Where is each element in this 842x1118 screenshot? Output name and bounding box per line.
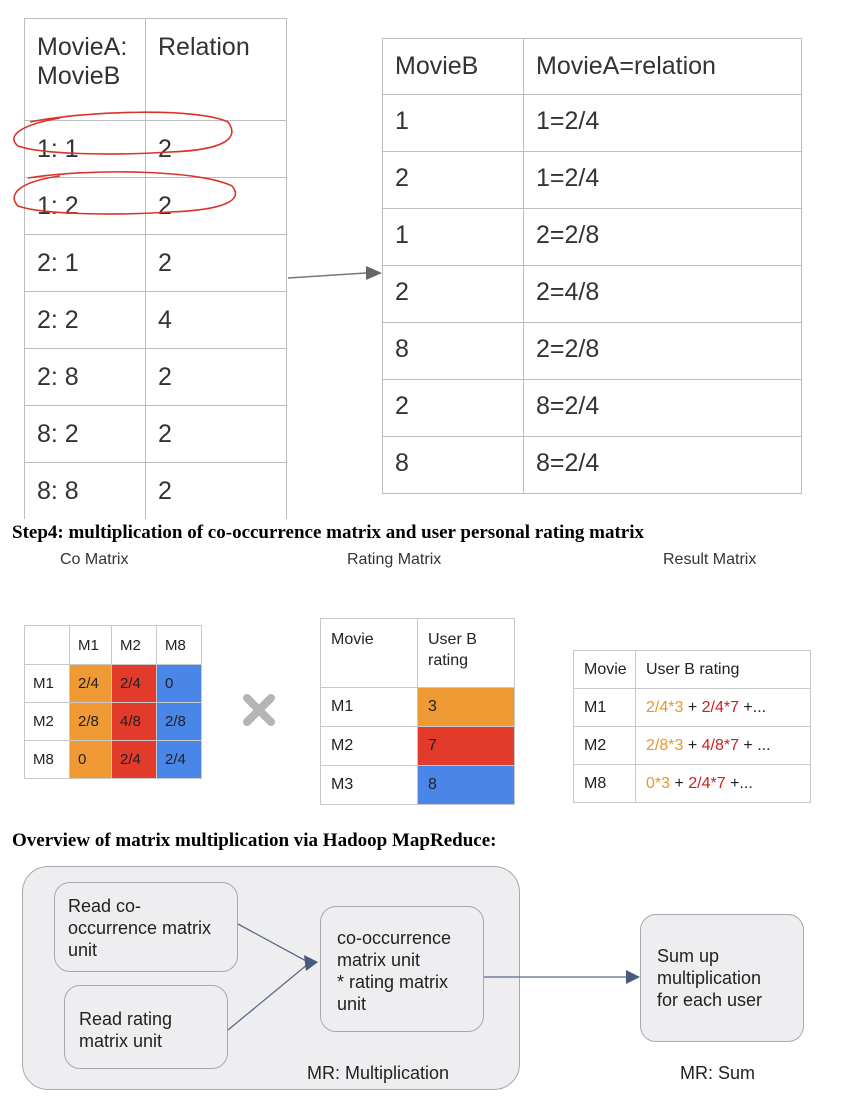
normalized-header-movieb: MovieB — [382, 38, 524, 95]
read-co-occurrence-node: Read co- occurrence matrix unit — [54, 882, 238, 972]
relation-cell: 8: 8 — [24, 462, 146, 519]
co-cell: 2/4 — [111, 740, 157, 779]
result-formula-cell: 2/4*3 + 2/4*7 +... — [635, 688, 811, 727]
co-cell: 2/4 — [69, 664, 112, 703]
flow-arrow-line — [227, 963, 309, 1031]
result-term-tail: +... — [725, 774, 753, 792]
normalized-cell: 2 — [382, 151, 524, 209]
result-header-movie: Movie — [573, 650, 636, 689]
normalized-cell: 1 — [382, 208, 524, 266]
flow-arrow-line — [237, 923, 309, 963]
normalized-cell: 2 — [382, 265, 524, 323]
result-formula-cell: 2/8*3 + 4/8*7 + ... — [635, 726, 811, 765]
co-cell: 2/4 — [111, 664, 157, 703]
normalized-cell: 2=2/8 — [523, 322, 802, 380]
red-circle-annotation — [13, 171, 237, 215]
normalized-cell: 8 — [382, 436, 524, 494]
overview-heading: Overview of matrix multiplication via Ha… — [12, 830, 497, 851]
relation-cell: 2 — [145, 120, 287, 178]
relation-cell: 8: 2 — [24, 405, 146, 463]
co-matrix-corner — [24, 625, 70, 665]
rating-value-cell: 7 — [417, 726, 515, 766]
co-col-header: M8 — [156, 625, 202, 665]
relation-cell: 2: 8 — [24, 348, 146, 406]
result-formula-cell: 0*3 + 2/4*7 +... — [635, 764, 811, 803]
relation-cell: 1: 1 — [24, 120, 146, 178]
co-row-header: M1 — [24, 664, 70, 703]
normalized-table: MovieB MovieA=relation 1 1=2/4 2 1=2/4 1 2=… — [382, 38, 802, 494]
co-cell: 0 — [69, 740, 112, 779]
connector-arrow-line — [287, 272, 367, 279]
co-col-header: M2 — [111, 625, 157, 665]
co-cell: 2/4 — [156, 740, 202, 779]
normalized-cell: 1 — [382, 94, 524, 152]
result-term-b: 2/4*7 — [688, 774, 726, 792]
relation-cell: 1: 2 — [24, 177, 146, 235]
step4-heading: Step4: multiplication of co-occurrence m… — [12, 522, 645, 543]
relation-cell: 2 — [145, 234, 287, 292]
co-col-header: M1 — [69, 625, 112, 665]
rating-movie-cell: M3 — [320, 765, 418, 805]
result-term-tail: +... — [738, 698, 767, 716]
flow-arrow-head — [304, 955, 318, 971]
co-cell: 0 — [156, 664, 202, 703]
co-row-header: M8 — [24, 740, 70, 779]
rating-matrix-caption: Rating Matrix — [347, 551, 442, 568]
rating-value-cell: 3 — [417, 687, 515, 727]
normalized-cell: 2=4/8 — [523, 265, 802, 323]
rating-movie-cell: M2 — [320, 726, 418, 766]
rating-header-movie: Movie — [320, 618, 418, 688]
result-movie-cell: M1 — [573, 688, 636, 727]
result-matrix-caption: Result Matrix — [663, 551, 757, 568]
rating-movie-cell: M1 — [320, 687, 418, 727]
rating-header-user: User B rating — [417, 618, 515, 688]
relation-header-pair: MovieA: MovieB — [24, 18, 146, 121]
multiply-node: co-occurrence matrix unit * rating matri… — [320, 906, 484, 1032]
co-cell: 2/8 — [69, 702, 112, 741]
co-matrix-caption: Co Matrix — [60, 551, 129, 568]
normalized-header-relation: MovieA=relation — [523, 38, 802, 95]
result-movie-cell: M8 — [573, 764, 636, 803]
normalized-cell: 1=2/4 — [523, 94, 802, 152]
normalized-cell: 8 — [382, 322, 524, 380]
result-term-a: 2/8*3 — [646, 736, 684, 754]
result-matrix: Movie User B rating M1 2/4*3 + 2/4*7 +..… — [573, 650, 811, 803]
result-term-b: 4/8*7 — [701, 736, 739, 754]
mr-sum-label: MR: Sum — [680, 1063, 756, 1083]
flow-arrow-head — [626, 970, 640, 984]
rating-value-cell: 8 — [417, 765, 515, 805]
relation-cell: 2: 2 — [24, 291, 146, 349]
normalized-cell: 8=2/4 — [523, 436, 802, 494]
result-movie-cell: M2 — [573, 726, 636, 765]
rating-matrix: Movie User B rating M1 3 M2 7 M3 8 — [320, 618, 515, 805]
result-term-b: 2/4*7 — [701, 698, 739, 716]
result-term-a: 0*3 — [646, 774, 671, 792]
normalized-cell: 1=2/4 — [523, 151, 802, 209]
red-circle-annotation — [13, 111, 233, 155]
result-term-a: 2/4*3 — [646, 698, 684, 716]
co-cell: 4/8 — [111, 702, 157, 741]
multiply-icon — [243, 694, 275, 726]
relation-cell: 2 — [145, 462, 287, 519]
relation-cell: 2 — [145, 405, 287, 463]
normalized-cell: 2=2/8 — [523, 208, 802, 266]
normalized-cell: 2 — [382, 379, 524, 437]
flow-arrows — [227, 923, 640, 1031]
mr-multiplication-label: MR: Multiplication — [307, 1063, 450, 1083]
normalized-cell: 8=2/4 — [523, 379, 802, 437]
connector-arrow-head — [366, 266, 382, 280]
read-rating-node: Read rating matrix unit — [64, 985, 228, 1069]
co-row-header: M2 — [24, 702, 70, 741]
annotation-overlay — [13, 111, 382, 280]
result-header-rating: User B rating — [635, 650, 811, 689]
result-term-tail: + ... — [738, 736, 771, 754]
sum-node: Sum up multiplication for each user — [640, 914, 804, 1042]
co-matrix: M1 M2 M8 M1 2/4 2/4 0 M2 2/8 4/8 2/8 M8 … — [24, 625, 202, 779]
co-cell: 2/8 — [156, 702, 202, 741]
relation-cell: 2 — [145, 348, 287, 406]
relation-cell: 4 — [145, 291, 287, 349]
